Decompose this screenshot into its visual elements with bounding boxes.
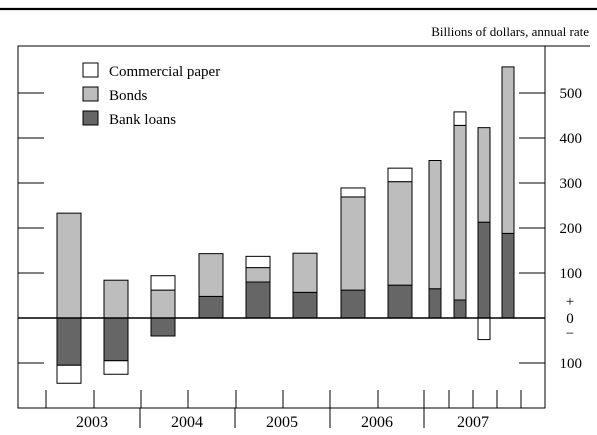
bar-commercial-paper <box>56 364 82 384</box>
bar-bonds <box>245 267 271 283</box>
bar-commercial-paper <box>245 255 271 269</box>
bar-commercial-paper <box>477 317 491 341</box>
units-label: Billions of dollars, annual rate <box>431 24 589 39</box>
bar-bank-loans <box>387 284 413 319</box>
x-year-label: 2007 <box>457 414 489 431</box>
bar-bank-loans <box>103 317 129 362</box>
bar-bank-loans <box>245 281 271 319</box>
x-year-label: 2005 <box>266 414 298 431</box>
bar-commercial-paper <box>340 187 366 198</box>
bar-bank-loans <box>198 295 224 319</box>
zero-plus-sign: + <box>566 294 574 310</box>
bar-bonds <box>340 196 366 291</box>
legend-swatch-commercial-paper <box>82 62 99 78</box>
legend-label-bank-loans: Bank loans <box>109 112 176 128</box>
bar-bank-loans <box>453 299 467 319</box>
zero-minus-sign: − <box>566 326 574 342</box>
bar-bank-loans <box>56 317 82 366</box>
bar-commercial-paper <box>103 360 129 375</box>
bar-commercial-paper <box>387 167 413 183</box>
zero-label: + 0 − <box>566 294 574 342</box>
zero-tick-label: 0 <box>566 311 574 327</box>
y-tick-label: 200 <box>560 221 583 237</box>
bar-bonds <box>387 181 413 286</box>
legend: Commercial paper Bonds Bank loans <box>82 62 220 128</box>
bar-commercial-paper <box>150 275 176 291</box>
bar-commercial-paper <box>453 111 467 126</box>
bar-bank-loans <box>340 289 366 319</box>
tick-marks <box>18 92 545 364</box>
bar-bonds <box>428 160 442 290</box>
bar-bonds <box>198 253 224 297</box>
bar-bank-loans <box>292 291 318 319</box>
x-year-label: 2003 <box>76 414 108 431</box>
legend-label-bonds: Bonds <box>109 88 148 104</box>
bar-bonds <box>477 127 491 223</box>
legend-label-commercial-paper: Commercial paper <box>109 64 220 80</box>
bars <box>56 66 515 384</box>
bar-bonds <box>56 212 82 319</box>
legend-swatch-bonds <box>82 86 99 102</box>
legend-swatch-bank-loans <box>82 110 99 126</box>
bar-bank-loans <box>477 221 491 319</box>
y-tick-label: 400 <box>560 131 583 147</box>
x-axis: 2003 2004 2005 2006 2007 <box>45 390 522 431</box>
y-axis-labels: 500 400 300 200 100 100 <box>560 86 583 372</box>
y-tick-label: 300 <box>560 176 583 192</box>
bar-bonds <box>501 66 515 234</box>
bar-bank-loans <box>501 232 515 319</box>
bar-bonds <box>453 124 467 301</box>
x-year-label: 2004 <box>171 414 203 431</box>
x-year-label: 2006 <box>361 414 393 431</box>
bar-bank-loans <box>428 288 442 319</box>
bar-bonds <box>292 252 318 293</box>
y-tick-label: 100 <box>560 356 583 372</box>
plot-frame <box>17 45 546 409</box>
bar-bonds <box>103 279 129 319</box>
bar-bonds <box>150 289 176 319</box>
y-tick-label: 500 <box>560 86 583 102</box>
y-tick-label: 100 <box>560 266 583 282</box>
bar-bank-loans <box>150 317 176 337</box>
